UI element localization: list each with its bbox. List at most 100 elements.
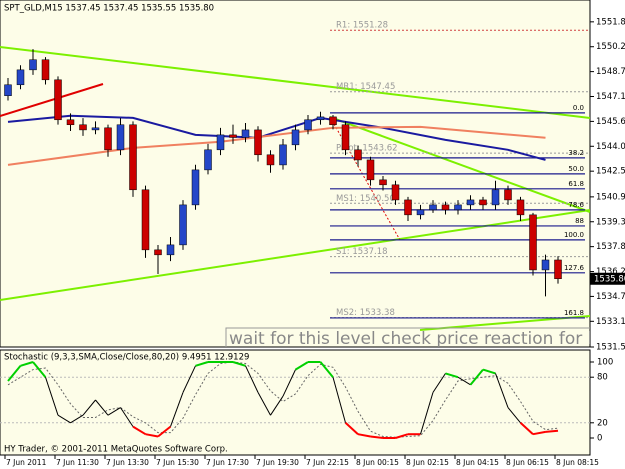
- annotation: wait for this level check price reaction…: [229, 329, 609, 349]
- x-tick-label: 8 Jun 00:15: [356, 458, 399, 467]
- y-tick-label: 20: [597, 418, 608, 428]
- pivot-label: MS1: 1540.50: [336, 194, 395, 204]
- candle-body: [29, 59, 37, 71]
- moving-average: [7, 114, 546, 161]
- main-line-segment: [95, 399, 109, 416]
- candle-body: [516, 199, 525, 216]
- main-line-segment: [157, 425, 172, 438]
- main-line-segment: [145, 433, 159, 438]
- candle-body: [141, 189, 150, 251]
- y-tick-label: 1534.70: [596, 292, 625, 302]
- main-line-segment: [420, 392, 434, 435]
- main-line-segment: [7, 365, 22, 382]
- x-tick-label: 7 Jun 2011: [6, 458, 47, 467]
- candle-body: [316, 116, 325, 121]
- fib-label: 78.6: [568, 201, 584, 209]
- y-tick-label: 1550.25: [596, 42, 625, 52]
- y-tick-label: 1548.70: [596, 67, 625, 77]
- main-line-segment: [195, 361, 209, 367]
- y-tick-label: 100: [597, 358, 613, 368]
- y-tick-label: 1533.15: [596, 317, 625, 327]
- y-tick-label: 80: [597, 373, 608, 383]
- pivot-label: MR1: 1547.45: [336, 82, 395, 92]
- candle-body: [54, 79, 62, 121]
- fib-label: 0.0: [573, 104, 584, 112]
- y-tick-label: 1536.25: [596, 267, 625, 277]
- main-line-segment: [32, 361, 47, 378]
- candle-body: [204, 149, 212, 171]
- candle-body: [541, 259, 550, 271]
- x-tick-label: 7 Jun 11:30: [56, 458, 99, 467]
- y-tick-label: 1551.80: [596, 17, 625, 27]
- y-tick-label: 1542.50: [596, 167, 625, 177]
- main-line-segment: [132, 425, 147, 436]
- fib-label: 88: [575, 217, 584, 225]
- stochastic-plot: [0, 361, 590, 439]
- main-line-segment: [370, 435, 384, 439]
- trend-line: [0, 46, 590, 119]
- main-line-segment: [45, 377, 59, 416]
- candle-body: [216, 134, 225, 151]
- x-tick-label: 8 Jun 08:15: [556, 458, 599, 467]
- candle-body: [504, 189, 512, 201]
- candle-body: [229, 134, 237, 138]
- y-tick-label: 1537.80: [596, 242, 625, 252]
- fib-label: 161.8: [564, 309, 584, 317]
- main-line-segment: [519, 422, 534, 435]
- x-tick-label: 7 Jun 15:30: [156, 458, 199, 467]
- candle-body: [91, 127, 100, 131]
- candle-body: [491, 189, 500, 206]
- candle-body: [441, 204, 450, 211]
- y-tick-label: 1545.60: [596, 117, 625, 127]
- x-tick-label: 8 Jun 04:15: [456, 458, 499, 467]
- main-line-segment: [344, 422, 359, 435]
- candle-body: [416, 209, 425, 216]
- fib-anchor: [329, 116, 401, 241]
- candle-body: [354, 149, 362, 161]
- candle-body: [129, 124, 137, 191]
- fib-label: 50.0: [568, 165, 584, 173]
- candle-body: [104, 127, 112, 151]
- copyright: HY Trader, © 2001-2011 MetaQuotes Softwa…: [4, 445, 228, 455]
- candle-body: [454, 204, 462, 211]
- x-tick-label: 7 Jun 13:30: [106, 458, 149, 467]
- main-line-segment: [319, 361, 334, 378]
- candle-body: [291, 129, 300, 146]
- main-line-segment: [532, 430, 546, 436]
- x-tick-label: 7 Jun 19:30: [256, 458, 299, 467]
- candle-body: [391, 184, 400, 201]
- pivot-label: Pivot: 1543.62: [336, 144, 398, 154]
- main-line-segment: [107, 407, 121, 416]
- fib-label: 127.6: [564, 264, 585, 272]
- candle-body: [554, 259, 562, 280]
- y-tick-label: 1540.90: [596, 192, 625, 202]
- main-line-segment: [457, 376, 471, 386]
- main-line-segment: [20, 361, 34, 367]
- main-line-segment: [245, 365, 259, 393]
- candle-body: [4, 84, 12, 96]
- candle-body: [66, 119, 75, 126]
- y-tick-label: 1531.55: [596, 343, 625, 353]
- candle-body: [154, 249, 162, 256]
- current-price-box: [590, 272, 625, 285]
- candle-body: [16, 69, 25, 86]
- main-line-segment: [70, 414, 84, 424]
- candle-body: [429, 204, 437, 211]
- candle-body: [191, 169, 200, 206]
- main-line-segment: [445, 372, 459, 379]
- main-line-segment: [545, 429, 559, 433]
- x-tick-label: 8 Jun 02:15: [406, 458, 449, 467]
- candle-body: [254, 129, 262, 156]
- current-price-label: 1535.80: [594, 274, 625, 284]
- main-line-segment: [294, 361, 309, 371]
- candle-body: [366, 159, 375, 181]
- axes: 1551.80 1550.25 1548.70 1547.15 1545.60 1544.…: [4, 17, 625, 467]
- main-line-segment: [357, 433, 371, 438]
- main-line-segment: [170, 392, 184, 427]
- chart-title: SPT_GLD,M15 1537.45 1537.45 1535.55 1535…: [4, 4, 214, 14]
- pivot-label: MS2: 1533.38: [336, 308, 395, 318]
- candle-body: [116, 124, 125, 151]
- y-tick-label: 1544.05: [596, 142, 625, 152]
- candle-body: [404, 199, 412, 216]
- fib-label: 61.8: [568, 180, 584, 188]
